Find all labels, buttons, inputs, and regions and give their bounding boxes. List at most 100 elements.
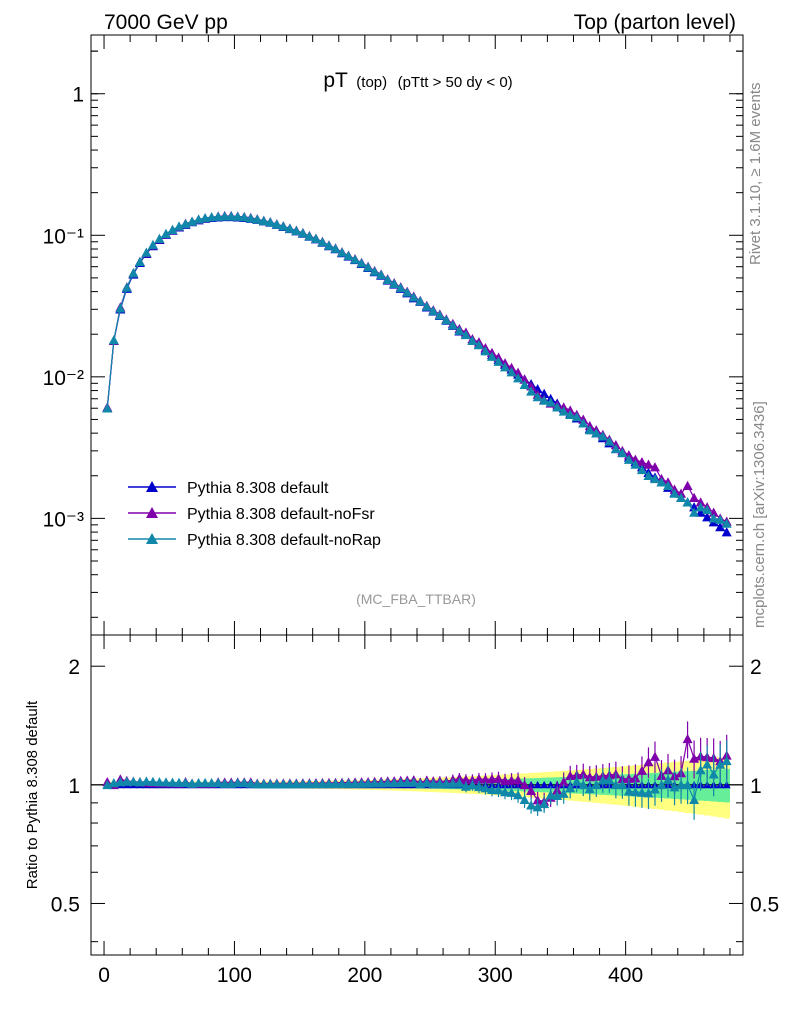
legend-label-nofsr: Pythia 8.308 default-noFsr bbox=[187, 506, 375, 523]
main-point-norap bbox=[369, 266, 380, 276]
ratio-point-norap bbox=[213, 777, 224, 788]
main-point-norap bbox=[213, 211, 224, 221]
main-point-norap bbox=[526, 386, 537, 396]
main-point-norap bbox=[108, 335, 119, 345]
ratio-point-nofsr bbox=[493, 773, 504, 783]
main-point-norap bbox=[682, 497, 693, 507]
ratio-point-norap bbox=[630, 786, 641, 797]
main-point-norap bbox=[265, 217, 276, 227]
ratio-point-norap bbox=[441, 778, 452, 788]
ratio-point-norap bbox=[656, 779, 667, 790]
main-point-norap bbox=[147, 239, 158, 250]
main-point-norap bbox=[454, 325, 465, 335]
ratio-point-norap bbox=[689, 794, 700, 804]
main-point-norap bbox=[323, 240, 334, 250]
title-sub2: (pTtt > 50 dy < 0) bbox=[398, 74, 513, 91]
main-point-default bbox=[695, 507, 706, 517]
ratio-point-norap bbox=[337, 778, 348, 788]
main-point-norap bbox=[610, 443, 621, 454]
ratio-point-norap bbox=[252, 779, 263, 789]
main-line-nofsr bbox=[106, 215, 727, 523]
main-point-norap bbox=[291, 225, 302, 236]
main-point-norap bbox=[389, 278, 400, 288]
ratio-point-norap bbox=[480, 783, 491, 793]
legend-entry-default: Pythia 8.308 default bbox=[128, 480, 329, 497]
main-point-norap bbox=[160, 228, 171, 239]
main-point-norap bbox=[656, 477, 667, 487]
x-tick-label-200: 200 bbox=[347, 964, 382, 987]
header-left: 7000 GeV pp bbox=[104, 11, 228, 34]
main-point-nofsr bbox=[643, 459, 654, 469]
ratio-point-norap bbox=[284, 779, 295, 789]
main-point-norap bbox=[115, 303, 126, 313]
main-point-norap bbox=[695, 502, 706, 512]
main-point-norap bbox=[343, 250, 354, 261]
ratio-point-norap bbox=[702, 759, 713, 769]
main-point-norap bbox=[284, 223, 295, 233]
ratio-point-norap bbox=[584, 783, 595, 794]
main-point-norap bbox=[715, 514, 726, 524]
main-y-tick-label-0.001: 10⁻³ bbox=[43, 508, 84, 531]
main-point-norap bbox=[421, 301, 432, 311]
main-point-norap bbox=[382, 274, 393, 285]
ratio-y-axis-title: Ratio to Pythia 8.308 default bbox=[24, 700, 41, 889]
ratio-point-norap bbox=[708, 769, 719, 779]
ratio-point-norap bbox=[721, 755, 732, 766]
ratio-point-norap bbox=[545, 789, 556, 800]
ratio-point-norap bbox=[506, 787, 517, 797]
main-point-norap bbox=[134, 256, 145, 267]
ratio-point-norap bbox=[565, 782, 576, 793]
main-point-norap bbox=[232, 211, 243, 221]
ratio-point-default bbox=[533, 780, 542, 789]
main-point-norap bbox=[219, 211, 230, 221]
ratio-point-nofsr bbox=[480, 774, 491, 784]
main-point-nofsr bbox=[636, 457, 647, 467]
main-point-norap bbox=[271, 219, 282, 229]
ratio-point-norap bbox=[643, 788, 654, 798]
ratio-point-norap bbox=[539, 798, 550, 809]
ratio-point-norap bbox=[232, 777, 243, 788]
ratio-point-norap bbox=[623, 786, 634, 796]
main-point-default bbox=[721, 527, 732, 537]
ratio-point-nofsr bbox=[460, 774, 471, 785]
ratio-point-norap bbox=[323, 778, 334, 789]
main-point-norap bbox=[578, 418, 589, 428]
main-point-norap bbox=[350, 254, 361, 264]
main-point-norap bbox=[721, 518, 732, 528]
main-point-nofsr bbox=[682, 480, 693, 491]
ratio-point-norap bbox=[467, 779, 478, 790]
main-point-norap bbox=[604, 436, 615, 446]
main-y-tick-label-0.1: 10⁻¹ bbox=[43, 225, 84, 248]
ratio-point-nofsr bbox=[630, 773, 641, 783]
ratio-point-norap bbox=[147, 776, 158, 787]
ratio-point-norap bbox=[408, 777, 419, 787]
main-point-norap bbox=[363, 262, 374, 272]
ratio-point-default bbox=[546, 780, 555, 789]
ratio-point-norap bbox=[154, 777, 165, 787]
ratio-series-group bbox=[102, 721, 732, 820]
ratio-point-norap bbox=[376, 778, 387, 788]
main-point-norap bbox=[513, 373, 524, 383]
ratio-point-norap bbox=[558, 788, 569, 798]
ratio-point-norap bbox=[160, 777, 171, 787]
x-tick-label-300: 300 bbox=[478, 964, 513, 987]
ratio-point-default bbox=[540, 780, 549, 789]
main-point-norap bbox=[337, 247, 348, 257]
ratio-point-norap bbox=[532, 802, 543, 812]
main-point-norap bbox=[623, 454, 634, 464]
ratio-point-norap bbox=[604, 774, 615, 785]
main-point-norap bbox=[408, 292, 419, 302]
ratio-point-norap bbox=[245, 778, 256, 788]
ratio-point-norap bbox=[389, 777, 400, 788]
rivet-label: Rivet 3.1.10, ≥ 1.6M events bbox=[747, 83, 764, 266]
ratio-point-norap bbox=[486, 784, 497, 794]
ratio-point-norap bbox=[682, 779, 693, 790]
main-y-tick-label-0.01: 10⁻² bbox=[43, 367, 84, 390]
ratio-point-norap bbox=[278, 779, 289, 789]
main-point-default bbox=[539, 388, 550, 398]
ratio-point-norap bbox=[258, 779, 269, 789]
main-point-norap bbox=[304, 231, 315, 241]
main-y-tick-label-1: 1 bbox=[72, 84, 84, 107]
ratio-point-norap bbox=[493, 785, 504, 795]
